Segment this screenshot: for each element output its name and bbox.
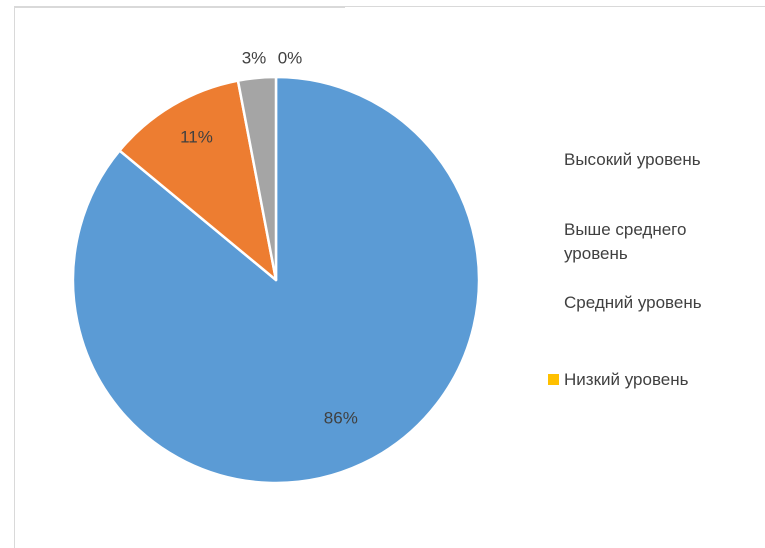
- legend-label-above-average: Выше среднего уровень: [564, 220, 687, 263]
- legend-item-average: Средний уровень: [548, 291, 702, 315]
- legend-label-average: Средний уровень: [564, 293, 702, 312]
- data-label-average: 3%: [242, 49, 267, 68]
- legend-item-high: Высокий уровень: [548, 148, 701, 172]
- chart-frame-top-border: [15, 7, 345, 8]
- pie-slice-above-average: [118, 79, 278, 282]
- data-label-above-average: 11%: [180, 127, 213, 146]
- legend-label-high: Высокий уровень: [564, 150, 701, 169]
- legend-swatch-average: [548, 297, 559, 308]
- legend-item-above-average: Выше среднего уровень: [548, 218, 729, 266]
- legend-swatch-high: [548, 154, 559, 165]
- pie-data-labels: 86% 11% 3% 0%: [180, 49, 358, 428]
- pie-slices: [71, 75, 481, 485]
- data-label-high: 86%: [324, 408, 358, 427]
- legend-label-low: Низкий уровень: [564, 370, 689, 389]
- pie-slice-average: [236, 75, 278, 282]
- legend-swatch-above-average: [548, 224, 559, 235]
- chart-frame: [14, 6, 765, 548]
- legend-item-low: Низкий уровень: [548, 368, 688, 392]
- data-label-low: 0%: [278, 49, 303, 68]
- legend-swatch-low: [548, 374, 559, 385]
